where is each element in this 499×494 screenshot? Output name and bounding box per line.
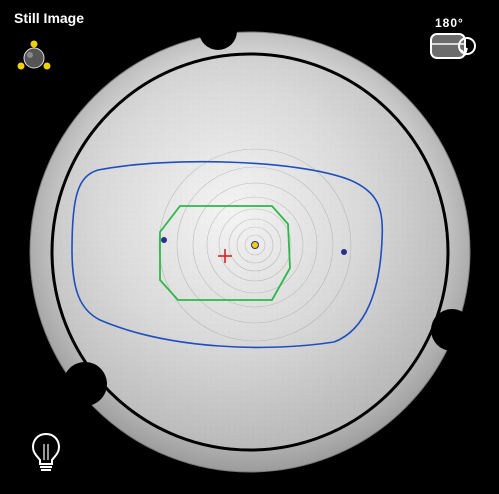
outer-ring-edge <box>29 31 471 473</box>
left-marker <box>161 237 167 243</box>
rotation-label: 180° <box>435 16 464 30</box>
lens-edge <box>50 52 450 452</box>
centre-cross <box>218 249 232 263</box>
lens-grain <box>52 54 448 450</box>
rotation-control[interactable]: 180° <box>425 16 479 68</box>
right-marker <box>341 249 347 255</box>
rotate-icon <box>430 33 476 59</box>
orbit-navigator-icon[interactable] <box>16 38 52 74</box>
page-title: Still Image <box>14 10 85 26</box>
optical-centre-marker <box>251 241 259 249</box>
green-lens-outline[interactable] <box>159 205 291 301</box>
notch-right <box>431 309 473 351</box>
notch-top-cap <box>199 12 237 50</box>
blue-frame-outline[interactable] <box>71 160 384 349</box>
lightbulb-icon[interactable] <box>30 432 62 474</box>
concentric-rings <box>158 148 352 342</box>
notch-left <box>63 362 107 406</box>
